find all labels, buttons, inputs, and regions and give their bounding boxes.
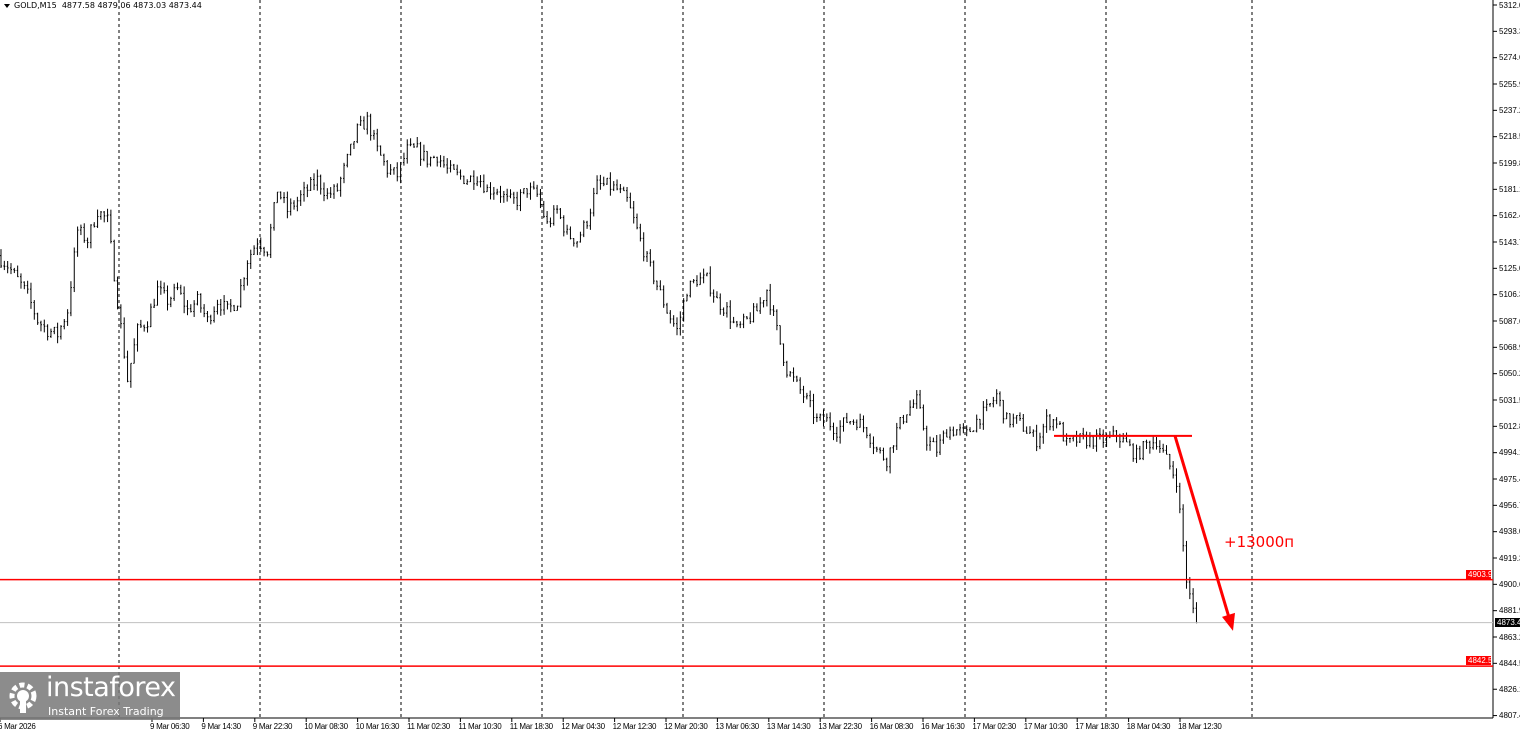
price-tick-label: 5143.7 xyxy=(1499,237,1520,247)
gear-logo-icon xyxy=(9,682,37,713)
price-tick-label: 4938.0 xyxy=(1499,527,1520,537)
price-tick-label: 5255.9 xyxy=(1499,79,1520,89)
time-tick-label: 10 Mar 08:30 xyxy=(304,722,348,731)
price-tick-label: 5274.6 xyxy=(1499,53,1520,63)
time-tick-label: 11 Mar 02:30 xyxy=(407,722,450,731)
logo-name: instaforex xyxy=(46,672,176,703)
price-tick-label: 4994.1 xyxy=(1499,448,1520,458)
price-tick-label: 5068.9 xyxy=(1499,342,1520,352)
level-price-tag: 4842.5 xyxy=(1466,656,1491,666)
time-tick-label: 6 Mar 2026 xyxy=(0,722,36,731)
chart-header: GOLD,M15 4877.58 4879.06 4873.03 4873.44 xyxy=(4,1,202,10)
price-tick-label: 4975.4 xyxy=(1499,474,1520,484)
price-tick-label: 5199.8 xyxy=(1499,158,1520,168)
time-tick-label: 16 Mar 08:30 xyxy=(869,722,914,731)
price-tick-label: 4881.9 xyxy=(1499,606,1520,616)
down-arrow-head-icon xyxy=(1222,612,1235,631)
price-tick-label: 5012.8 xyxy=(1499,421,1520,431)
symbol-label: GOLD,M15 xyxy=(14,1,57,10)
dropdown-triangle-icon[interactable] xyxy=(4,3,10,8)
time-tick-label: 17 Mar 10:30 xyxy=(1023,722,1068,731)
price-tick-label: 5087.6 xyxy=(1499,316,1520,326)
time-tick-label: 16 Mar 16:30 xyxy=(921,722,965,731)
time-tick-label: 9 Mar 06:30 xyxy=(150,722,190,731)
ohlc-readout: 4877.58 4879.06 4873.03 4873.44 xyxy=(61,1,202,10)
down-arrow-shaft xyxy=(1173,435,1232,622)
price-tick-label: 5218.5 xyxy=(1499,132,1520,142)
time-tick-label: 12 Mar 20:30 xyxy=(664,722,708,731)
time-tick-label: 10 Mar 16:30 xyxy=(355,722,400,731)
price-tick-label: 4919.3 xyxy=(1499,553,1520,563)
price-tick-label: 4826.1 xyxy=(1499,684,1520,694)
time-tick-label: 17 Mar 02:30 xyxy=(972,722,1016,731)
time-tick-label: 13 Mar 06:30 xyxy=(715,722,759,731)
price-tick-label: 5162.4 xyxy=(1499,211,1520,221)
time-tick-label: 11 Mar 18:30 xyxy=(509,722,553,731)
current-price-tag: 4873.44 xyxy=(1495,618,1520,628)
level-price-tag: 4903.9 xyxy=(1466,569,1491,579)
time-tick-label: 13 Mar 14:30 xyxy=(766,722,811,731)
price-tick-label: 4956.7 xyxy=(1499,500,1520,510)
time-tick-label: 18 Mar 12:30 xyxy=(1178,722,1222,731)
profit-annotation: +13000п xyxy=(1224,533,1295,551)
time-tick-label: 17 Mar 18:30 xyxy=(1075,722,1119,731)
instaforex-logo: instaforex Instant Forex Trading xyxy=(0,672,180,720)
price-tick-label: 5125.0 xyxy=(1499,263,1520,273)
time-tick-label: 9 Mar 22:30 xyxy=(252,722,293,731)
price-tick-label: 5050.2 xyxy=(1499,369,1520,379)
time-tick-label: 9 Mar 14:30 xyxy=(201,722,241,731)
time-tick-label: 12 Mar 04:30 xyxy=(561,722,605,731)
time-tick-label: 11 Mar 10:30 xyxy=(458,722,502,731)
price-tick-label: 4900.6 xyxy=(1499,579,1520,589)
price-tick-label: 4863.2 xyxy=(1499,632,1520,642)
price-tick-label: 5031.5 xyxy=(1499,395,1520,405)
price-tick-label: 4844.5 xyxy=(1499,658,1520,668)
price-tick-label: 5181.1 xyxy=(1499,184,1520,194)
price-tick-label: 5312.0 xyxy=(1499,0,1520,10)
price-tick-label: 5106.3 xyxy=(1499,290,1520,300)
price-tick-label: 5293.3 xyxy=(1499,26,1520,36)
time-tick-label: 13 Mar 22:30 xyxy=(818,722,862,731)
price-tick-label: 5237.2 xyxy=(1499,105,1520,115)
time-tick-label: 12 Mar 12:30 xyxy=(612,722,657,731)
logo-tagline: Instant Forex Trading xyxy=(48,705,164,718)
time-tick-label: 18 Mar 04:30 xyxy=(1126,722,1171,731)
price-tick-label: 4807.4 xyxy=(1499,711,1520,721)
